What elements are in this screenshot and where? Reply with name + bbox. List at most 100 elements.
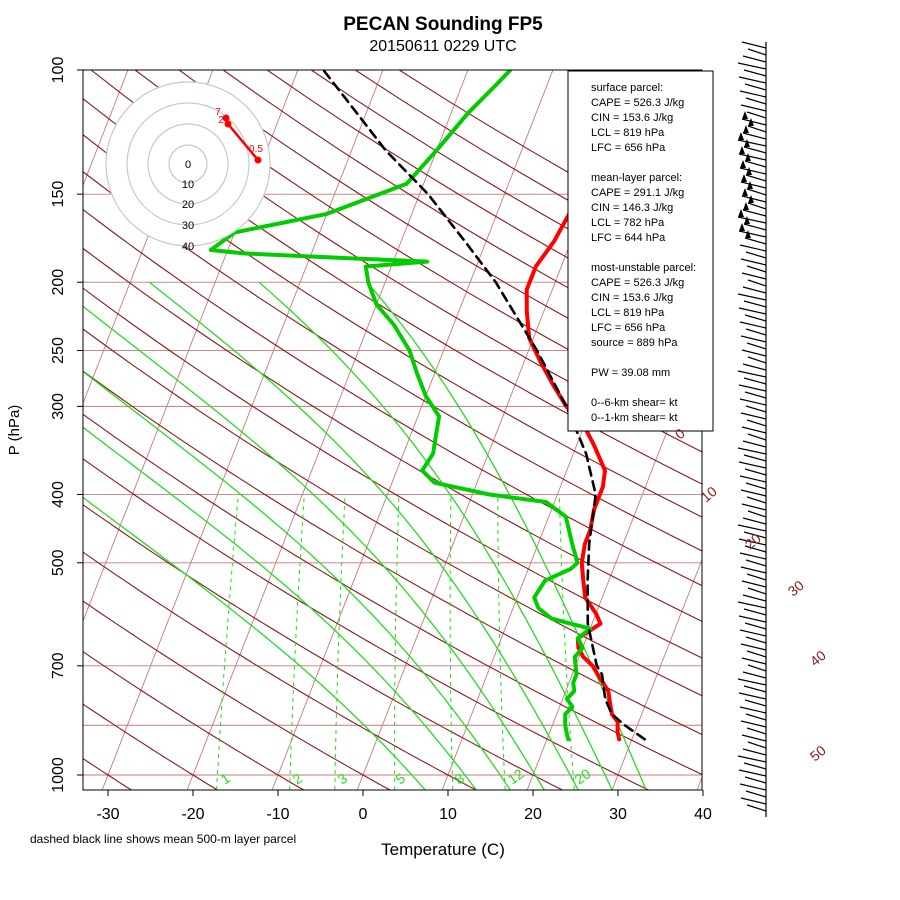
wind-barb [747, 195, 767, 210]
wind-barb [738, 223, 767, 238]
wind-barb [745, 482, 767, 490]
chart-subtitle: 20150611 0229 UTC [369, 38, 516, 55]
mixing-ratio-label: 2 [290, 770, 306, 788]
wind-barb [747, 356, 767, 364]
mixing-ratio-line [289, 494, 305, 790]
hodograph-trace-label: 7 [215, 107, 221, 118]
wind-barb [744, 776, 767, 784]
wind-barb [741, 41, 767, 49]
wind-barb [746, 342, 767, 350]
wind-barbs [737, 41, 767, 812]
wind-barb [738, 307, 767, 315]
dry-adiabat-line [83, 98, 702, 485]
wind-barb [737, 755, 767, 763]
y-axis-labels: 100 150 200 250 300 400 500 700 1000 [50, 57, 83, 793]
parcel-info-line: 0--6-km shear= kt [591, 397, 678, 409]
wind-barb [742, 671, 767, 679]
wind-barb [737, 370, 767, 378]
x-tick-label: 20 [524, 806, 542, 823]
isotherm-line [696, 776, 702, 790]
mixing-ratio-line [497, 494, 506, 790]
wind-barb [743, 685, 767, 693]
moist-adiabat-line [258, 281, 613, 790]
wind-barb [742, 594, 767, 602]
wind-barb [739, 475, 767, 483]
hodograph-ring-label: 40 [182, 241, 194, 253]
wind-barb [744, 468, 767, 476]
parcel-info-line: LCL = 819 hPa [591, 127, 665, 139]
moist-adiabat-line [366, 281, 647, 790]
wind-barb [741, 272, 767, 280]
wind-barb [747, 741, 767, 749]
wind-barb [743, 531, 767, 539]
wind-barb [743, 762, 767, 770]
wind-barb [742, 748, 767, 756]
wind-barb [741, 580, 767, 588]
wind-barb [743, 300, 767, 308]
wind-barb [741, 426, 767, 434]
dry-adiabat-line [83, 328, 702, 697]
dry-adiabat-line [83, 600, 391, 790]
wind-barb [740, 797, 767, 805]
wind-barb [746, 111, 767, 119]
dry-adiabat-line [83, 703, 218, 790]
wind-barb [739, 629, 767, 637]
parcel-info-line: surface parcel: [591, 82, 663, 94]
y-axis-title: P (hPa) [6, 405, 23, 456]
x-tick-label: 40 [694, 806, 712, 823]
dry-adiabat-line [222, 70, 702, 361]
wind-barb [737, 293, 767, 301]
hodograph-ring [147, 123, 229, 205]
wind-barb [739, 706, 767, 714]
wind-barb [744, 153, 767, 168]
dry-adiabat-line [83, 171, 702, 552]
dry-adiabat-line [83, 208, 702, 587]
wind-barb [737, 524, 767, 532]
wind-barb [746, 727, 767, 735]
wind-barb [746, 650, 767, 658]
wind-barb [740, 104, 767, 112]
wind-barb [744, 83, 767, 91]
hodograph-ring [105, 81, 271, 247]
wind-barb [739, 90, 767, 98]
wind-barb [740, 720, 767, 728]
wind-barb [744, 314, 767, 322]
hodograph-ring [168, 144, 208, 184]
dewpoint-trace [208, 70, 593, 742]
wind-barb [745, 405, 767, 413]
wind-barb [745, 636, 767, 644]
wind-barb [738, 538, 767, 546]
dry-adiabat-label: 30 [785, 577, 807, 599]
wind-barb [743, 377, 767, 385]
wind-barb [745, 251, 767, 259]
x-tick-label: -10 [266, 806, 289, 823]
hodograph-ring-label: 10 [182, 179, 194, 191]
footnote: dashed black line shows mean 500-m layer… [30, 832, 296, 846]
wind-barb [741, 111, 767, 126]
wind-barb [739, 783, 767, 791]
wind-barb [739, 552, 767, 560]
wind-barb [746, 419, 767, 427]
wind-barb [738, 76, 767, 84]
dry-adiabat-line [83, 551, 477, 790]
hodograph-trace-label: 2 [218, 115, 224, 126]
wind-barb [745, 167, 767, 182]
wind-barb [743, 454, 767, 462]
dry-adiabat-line [83, 458, 649, 790]
y-tick-label: 700 [50, 652, 67, 679]
dry-adiabat-label: 20 [742, 530, 764, 552]
wind-barb [738, 692, 767, 700]
wind-barb [746, 804, 767, 812]
wind-barb [743, 139, 767, 154]
parcel-info-line: PW = 39.08 mm [591, 367, 670, 379]
x-tick-label: -20 [181, 806, 204, 823]
dry-adiabat-line [83, 287, 702, 659]
mixing-ratio-label: 1 [218, 770, 234, 788]
dry-adiabat-line [83, 504, 563, 790]
x-tick-label: 10 [439, 806, 457, 823]
y-tick-label: 150 [50, 181, 67, 208]
wind-barb [747, 433, 767, 441]
x-tick-label: 30 [609, 806, 627, 823]
wind-barb [738, 461, 767, 469]
hodograph-point [224, 120, 232, 128]
